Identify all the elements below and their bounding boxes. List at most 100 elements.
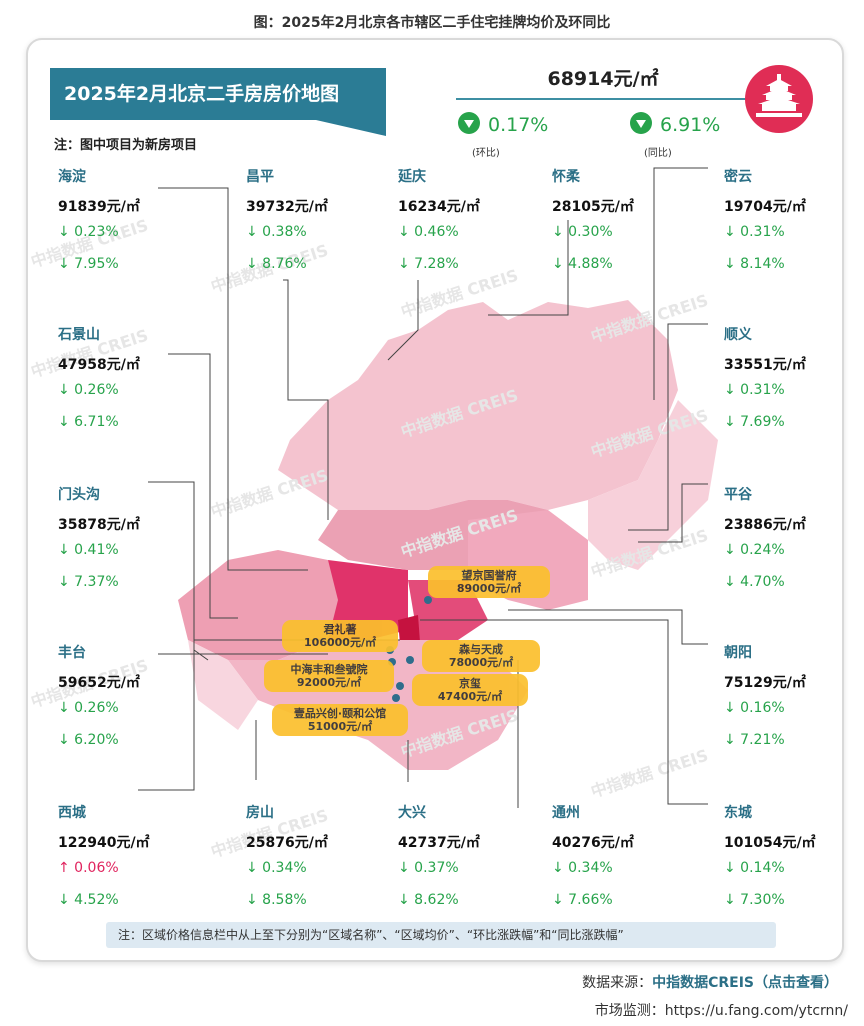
map-title: 2025年2月北京二手房房价地图 [50,68,386,120]
project-price: 47400元/㎡ [437,690,503,703]
down-triangle-icon [630,112,652,134]
region-price: 33551元/㎡ [724,357,806,373]
project-label: 望京国誉府 89000元/㎡ [428,566,550,598]
project-label: 中海丰和叁號院 92000元/㎡ [264,660,394,692]
region-mom: ↓ 0.24% [724,542,785,558]
source-link[interactable]: 中指数据CREIS（点击查看） [652,975,838,991]
beijing-yoy-change: 6.91% [630,112,720,136]
region-changping: 昌平 39732元/㎡ ↓ 0.38% ↓ 8.76% [246,166,366,276]
region-price: 75129元/㎡ [724,675,806,691]
region-yoy: ↓ 7.95% [58,256,119,272]
region-name: 昌平 [246,169,274,185]
project-label: 京玺 47400元/㎡ [412,674,528,706]
map-region-southwest [188,640,258,730]
region-tongzhou: 通州 40276元/㎡ ↓ 0.34% ↓ 7.66% [552,802,672,912]
project-dot [392,694,400,702]
region-price: 28105元/㎡ [552,199,634,215]
region-name: 平谷 [724,487,752,503]
title-notch [316,120,386,136]
region-name: 海淀 [58,169,86,185]
project-name: 望京国誉府 [461,569,517,582]
region-chaoyang: 朝阳 75129元/㎡ ↓ 0.16% ↓ 7.21% [724,642,842,752]
legend-note: 注：区域价格信息栏中从上至下分别为“区域名称”、“区域均价”、“环比涨跌幅”和“… [106,922,776,948]
price-map-card: 中指数据 CREIS 中指数据 CREIS 中指数据 CREIS 中指数据 CR… [26,38,844,962]
region-mom: ↓ 0.26% [58,700,119,716]
avg-divider [456,98,746,100]
project-price: 51000元/㎡ [307,720,373,733]
region-price: 39732元/㎡ [246,199,328,215]
region-mom: ↓ 0.38% [246,224,307,240]
market-monitor-link[interactable]: 市场监测：https://u.fang.com/ytcrnn/ [594,1003,848,1019]
region-price: 91839元/㎡ [58,199,140,215]
leader-line-chaoyang [508,609,708,645]
region-yoy: ↓ 4.70% [724,574,785,590]
leader-line-shijingshan [168,353,238,619]
leader-line-dongcheng [420,619,708,805]
region-name: 石景山 [58,327,100,343]
region-yoy: ↓ 4.52% [58,892,119,908]
leader-line-shunyi [628,323,708,531]
region-name: 顺义 [724,327,752,343]
region-yoy: ↓ 8.14% [724,256,785,272]
region-mom: ↓ 0.23% [58,224,119,240]
region-name: 丰台 [58,645,86,661]
region-name: 大兴 [398,805,426,821]
region-mom: ↓ 0.26% [58,382,119,398]
leader-lines [138,167,708,808]
region-dongcheng: 东城 101054元/㎡ ↓ 0.14% ↓ 7.30% [724,802,842,912]
project-note: 注：图中项目为新房项目 [54,138,198,153]
region-name: 延庆 [398,169,426,185]
source-prefix: 数据来源： [582,975,653,991]
region-mom: ↓ 0.31% [724,224,785,240]
beijing-yoy-value: 6.91% [660,114,721,136]
region-yoy: ↓ 8.76% [246,256,307,272]
project-name: 中海丰和叁號院 [290,663,368,676]
project-dot [424,596,432,604]
region-name: 怀柔 [552,169,580,185]
region-yoy: ↓ 8.62% [398,892,459,908]
leader-line-huairou [488,220,569,316]
region-mom: ↓ 0.16% [724,700,785,716]
region-yoy: ↓ 7.30% [724,892,785,908]
region-mom: ↓ 0.34% [246,860,307,876]
region-mom: ↓ 0.31% [724,382,785,398]
beijing-mom-change: 0.17% [458,112,548,136]
region-name: 门头沟 [58,487,100,503]
data-source: 数据来源：中指数据CREIS（点击查看） [582,972,838,992]
project-price: 106000元/㎡ [304,636,376,649]
beijing-mom-value: 0.17% [488,114,549,136]
project-name: 森与天成 [459,643,503,656]
project-dot [406,656,414,664]
region-price: 42737元/㎡ [398,835,480,851]
leader-line-yanqing [387,280,419,361]
region-yoy: ↓ 8.58% [246,892,307,908]
region-mentougou: 门头沟 35878元/㎡ ↓ 0.41% ↓ 7.37% [58,484,178,594]
project-price: 78000元/㎡ [448,656,514,669]
region-price: 101054元/㎡ [724,835,816,851]
beijing-avg-price: 68914元/㎡ [547,68,659,90]
region-yoy: ↓ 6.20% [58,732,119,748]
project-price: 92000元/㎡ [296,676,362,689]
region-mom: ↓ 0.34% [552,860,613,876]
region-mom: ↓ 0.14% [724,860,785,876]
region-name: 房山 [246,805,274,821]
map-region-northeast [588,400,718,570]
leader-line-miyun [653,167,708,400]
down-triangle-icon [458,112,480,134]
region-shijingshan: 石景山 47958元/㎡ ↓ 0.26% ↓ 6.71% [58,324,178,434]
region-price: 122940元/㎡ [58,835,150,851]
region-price: 40276元/㎡ [552,835,634,851]
region-yanqing: 延庆 16234元/㎡ ↓ 0.46% ↓ 7.28% [398,166,518,276]
project-dot [396,682,404,690]
temple-of-heaven-icon [745,65,813,133]
region-yoy: ↓ 7.28% [398,256,459,272]
region-huairou: 怀柔 28105元/㎡ ↓ 0.30% ↓ 4.88% [552,166,672,276]
region-yoy: ↓ 7.66% [552,892,613,908]
project-label: 君礼著 106000元/㎡ [282,620,398,652]
leader-line-pinggu [638,483,708,543]
region-price: 25876元/㎡ [246,835,328,851]
region-mom: ↓ 0.30% [552,224,613,240]
figure-caption: 图：2025年2月北京各市辖区二手住宅挂牌均价及环同比 [253,15,611,31]
region-shunyi: 顺义 33551元/㎡ ↓ 0.31% ↓ 7.69% [724,324,842,434]
region-price: 59652元/㎡ [58,675,140,691]
